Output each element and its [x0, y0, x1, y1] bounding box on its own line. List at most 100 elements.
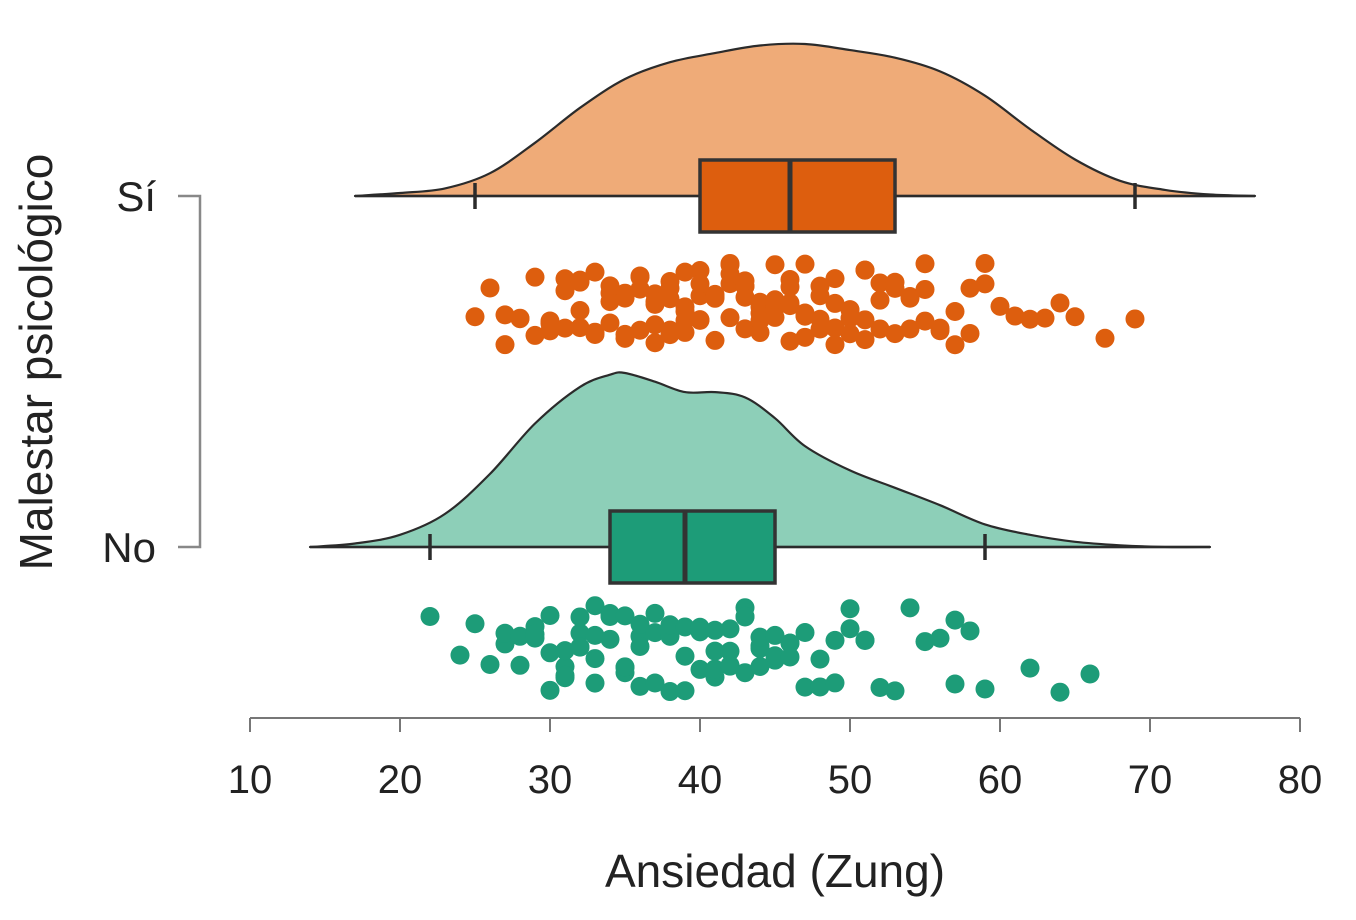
data-point-si	[840, 300, 860, 320]
data-point-si	[585, 322, 605, 342]
y-category-label-si: Sí	[116, 173, 156, 220]
data-point-no	[450, 645, 470, 665]
data-point-si	[645, 315, 665, 335]
data-point-no	[570, 623, 590, 643]
data-point-si	[1065, 307, 1085, 327]
box-iqr-no	[608, 509, 777, 585]
data-point-si	[735, 319, 755, 339]
data-point-si	[555, 269, 575, 289]
data-point-si	[975, 274, 995, 294]
data-point-si	[570, 301, 590, 321]
data-point-si	[720, 253, 740, 273]
data-point-no	[840, 599, 860, 619]
data-point-si	[510, 308, 530, 328]
data-point-no	[555, 665, 575, 685]
density-cloud-si	[353, 42, 1257, 198]
data-point-no	[480, 655, 500, 675]
data-point-si	[660, 320, 680, 340]
points-layer	[420, 253, 1145, 702]
data-point-no	[645, 603, 665, 623]
data-point-no	[1080, 664, 1100, 684]
data-point-si	[690, 261, 710, 281]
data-point-no	[615, 606, 635, 626]
data-point-si	[825, 293, 845, 313]
data-point-si	[1125, 309, 1145, 329]
data-point-no	[630, 676, 650, 696]
data-point-si	[675, 301, 695, 321]
data-point-no	[720, 641, 740, 661]
density-cloud-no	[308, 371, 1212, 549]
data-point-no	[585, 673, 605, 693]
data-point-no	[690, 659, 710, 679]
data-point-si	[765, 307, 785, 327]
data-point-si	[735, 271, 755, 291]
x-tick-label-30: 30	[528, 758, 573, 802]
data-point-si	[690, 310, 710, 330]
data-point-si	[795, 327, 815, 347]
data-point-si	[705, 288, 725, 308]
data-point-si	[615, 324, 635, 344]
data-point-no	[570, 607, 590, 627]
data-point-si	[480, 278, 500, 298]
y-axis-title: Malestar psicológico	[10, 154, 62, 571]
data-point-si	[960, 324, 980, 344]
data-point-si	[600, 313, 620, 333]
data-point-no	[525, 624, 545, 644]
data-point-no	[495, 623, 515, 643]
data-point-no	[780, 647, 800, 667]
data-point-no	[630, 614, 650, 634]
data-point-no	[810, 649, 830, 669]
data-point-no	[585, 649, 605, 669]
data-point-si	[810, 309, 830, 329]
data-point-si	[855, 330, 875, 350]
data-point-si	[495, 335, 515, 355]
data-point-si	[660, 278, 680, 298]
data-point-si	[870, 319, 890, 339]
x-tick-label-40: 40	[678, 758, 723, 802]
data-point-si	[705, 330, 725, 350]
data-point-si	[810, 276, 830, 296]
data-point-no	[555, 641, 575, 661]
data-point-si	[615, 288, 635, 308]
data-point-si	[945, 302, 965, 322]
data-point-no	[750, 627, 770, 647]
data-point-no	[600, 629, 620, 649]
data-point-no	[975, 679, 995, 699]
axes-layer	[178, 194, 1300, 719]
data-point-no	[720, 619, 740, 639]
data-point-no	[870, 677, 890, 697]
data-point-no	[615, 657, 635, 677]
data-point-si	[825, 335, 845, 355]
data-point-si	[465, 307, 485, 327]
data-point-si	[915, 254, 935, 274]
data-point-si	[1020, 309, 1040, 329]
data-point-no	[645, 673, 665, 693]
data-point-si	[750, 310, 770, 330]
data-point-si	[960, 278, 980, 298]
data-point-no	[720, 655, 740, 675]
x-tick-label-10: 10	[228, 758, 273, 802]
data-point-si	[840, 324, 860, 344]
data-point-si	[855, 310, 875, 330]
density-layer	[308, 42, 1257, 549]
data-point-si	[600, 276, 620, 296]
data-point-no	[510, 626, 530, 646]
data-point-si	[585, 262, 605, 282]
data-point-no	[750, 656, 770, 676]
data-point-no	[705, 659, 725, 679]
data-point-si	[1095, 328, 1115, 348]
data-point-no	[795, 677, 815, 697]
data-point-no	[795, 623, 815, 643]
data-point-si	[825, 269, 845, 289]
x-tick-label-20: 20	[378, 758, 423, 802]
data-point-si	[525, 325, 545, 345]
data-point-no	[600, 606, 620, 626]
data-point-no	[660, 615, 680, 635]
data-point-no	[540, 680, 560, 700]
data-point-si	[885, 324, 905, 344]
data-point-no	[945, 674, 965, 694]
data-point-no	[900, 598, 920, 618]
data-point-si	[945, 335, 965, 355]
y-axis-line	[178, 194, 202, 549]
